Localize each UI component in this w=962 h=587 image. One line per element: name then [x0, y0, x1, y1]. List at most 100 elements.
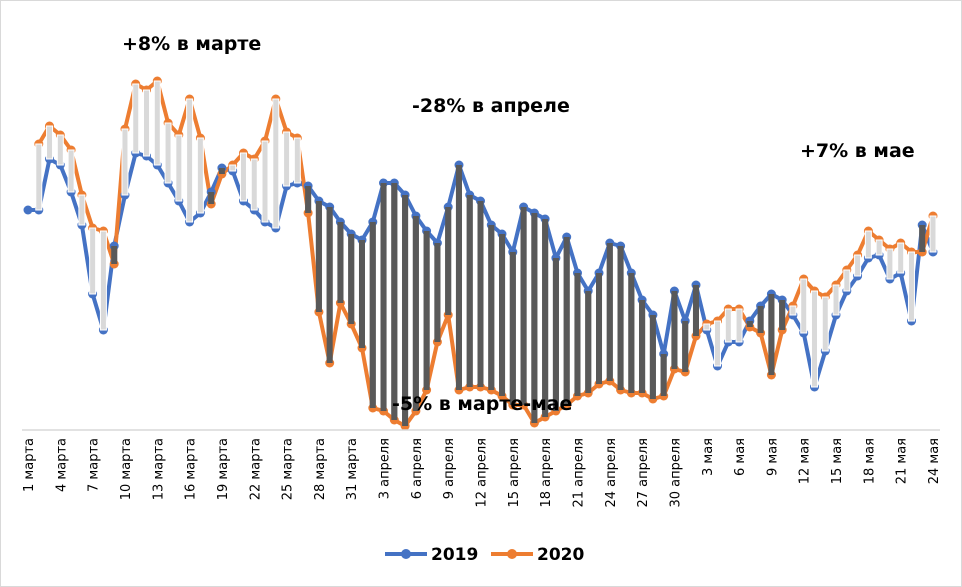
up-bar: [121, 128, 129, 196]
x-tick-label: 24 мая: [927, 438, 942, 484]
x-tick-label: 24 апреля: [604, 438, 619, 508]
up-bar: [293, 137, 301, 184]
legend-item-2019[interactable]: 2019: [385, 545, 478, 565]
down-bar: [552, 258, 559, 411]
up-bar: [99, 230, 107, 331]
down-bar: [617, 246, 624, 390]
down-bar: [380, 183, 387, 411]
x-tick-label: 28 марта: [313, 438, 328, 500]
down-bar: [682, 321, 689, 372]
up-bar: [789, 305, 797, 316]
down-bar: [412, 216, 419, 411]
up-bar: [196, 137, 204, 214]
x-tick-label: 16 марта: [184, 438, 199, 500]
x-tick-label: 3 мая: [701, 438, 716, 476]
data-point-2019: [23, 205, 33, 215]
up-bar: [886, 248, 894, 280]
up-bar: [153, 80, 161, 166]
up-bar: [78, 194, 86, 226]
legend-item-2020[interactable]: 2020: [491, 545, 584, 565]
down-bar: [596, 273, 603, 384]
down-bar: [477, 201, 484, 387]
up-bar: [864, 230, 872, 259]
down-bar: [768, 294, 775, 375]
x-tick-label: 12 апреля: [475, 438, 490, 508]
down-bar: [208, 192, 215, 204]
x-tick-label: 21 мая: [895, 438, 910, 484]
up-bar: [175, 134, 183, 202]
series-line-2020: [37, 79, 935, 428]
up-bar: [186, 98, 194, 223]
legend-label-2020: 2020: [537, 545, 584, 565]
x-tick-label: 9 апреля: [442, 438, 457, 499]
down-bar: [488, 225, 495, 390]
x-tick-label: 4 марта: [54, 438, 69, 492]
down-bar: [628, 273, 635, 393]
x-axis-tick-labels: 1 марта 4 марта 7 марта 10 марта 13 марта 16 …: [22, 438, 942, 508]
up-bar: [929, 215, 937, 253]
x-tick-label: 15 апреля: [507, 438, 522, 508]
down-bar: [391, 183, 398, 420]
up-bar: [907, 251, 915, 322]
legend-marker-2019: [401, 549, 411, 559]
legend: 2019 2020: [385, 545, 584, 565]
legend-label-2019: 2019: [431, 545, 478, 565]
down-bar: [466, 195, 473, 387]
up-bar: [735, 308, 743, 343]
down-bar: [358, 240, 365, 348]
down-bar: [649, 315, 656, 399]
updown-bars-overlay: [35, 80, 937, 426]
x-tick-label: 10 марта: [119, 438, 134, 500]
down-bar: [746, 321, 753, 327]
down-bar: [499, 234, 506, 396]
legend-marker-2020: [507, 549, 517, 559]
x-tick-label: 9 мая: [765, 438, 780, 476]
up-bar: [164, 122, 172, 184]
down-bar: [337, 222, 344, 303]
up-bar: [832, 284, 840, 316]
x-tick-label: 18 мая: [862, 438, 877, 484]
up-bar: [875, 239, 883, 256]
down-bar: [779, 300, 786, 330]
down-bar: [305, 186, 312, 213]
up-bar: [821, 296, 829, 352]
x-tick-label: 31 марта: [345, 438, 360, 500]
down-bar: [218, 168, 225, 174]
down-bar: [574, 273, 581, 396]
up-bar: [843, 269, 851, 292]
up-bar: [854, 254, 862, 277]
down-bar: [660, 354, 667, 396]
up-bar: [272, 98, 280, 229]
up-bar: [35, 143, 43, 211]
up-bar: [46, 125, 54, 160]
down-bar: [542, 219, 549, 417]
x-tick-label: 15 мая: [830, 438, 845, 484]
x-tick-label: 3 апреля: [378, 438, 393, 499]
x-tick-label: 6 апреля: [410, 438, 425, 499]
x-tick-label: 30 апреля: [668, 438, 683, 508]
down-bar: [445, 207, 452, 315]
x-tick-label: 21 апреля: [571, 438, 586, 508]
x-tick-label: 7 марта: [87, 438, 102, 492]
down-bar: [369, 222, 376, 408]
up-bar: [800, 278, 808, 334]
x-tick-label: 25 марта: [281, 438, 296, 500]
x-tick-label: 19 марта: [216, 438, 231, 500]
up-bar: [89, 227, 97, 295]
x-tick-label: 13 марта: [151, 438, 166, 500]
x-tick-label: 27 апреля: [636, 438, 651, 508]
x-tick-label: 18 апреля: [539, 438, 554, 508]
up-bar: [250, 158, 258, 211]
down-bar: [671, 291, 678, 369]
up-bar: [703, 323, 711, 331]
down-bar: [509, 252, 516, 405]
up-bar: [143, 89, 151, 157]
x-tick-label: 12 мая: [798, 438, 813, 484]
annotation-march: +8% в марте: [122, 33, 261, 55]
down-bar: [348, 234, 355, 324]
down-bar: [455, 165, 462, 390]
down-bar: [434, 243, 441, 342]
down-bar: [531, 213, 538, 423]
up-bar: [283, 131, 291, 187]
